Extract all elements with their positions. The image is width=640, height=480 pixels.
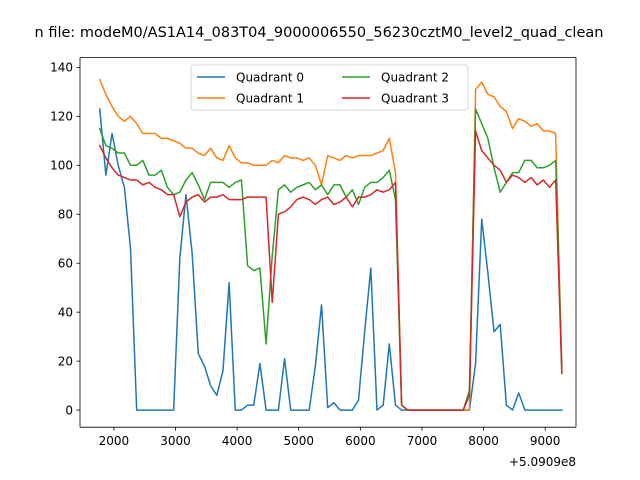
y-tick-label: 60 — [58, 256, 73, 270]
axes-frame — [80, 57, 576, 428]
x-tick-label: 8000 — [468, 434, 499, 448]
y-tick-label: 20 — [58, 354, 73, 368]
y-tick-label: 0 — [65, 403, 73, 417]
legend-label: Quadrant 2 — [381, 71, 449, 85]
x-tick-label: 6000 — [345, 434, 376, 448]
y-tick-label: 120 — [50, 110, 73, 124]
x-tick-label: 2000 — [99, 434, 130, 448]
plot-area: 2000 3000 4000 5000 6000 7000 8000 9000 0 20 40 60… — [50, 57, 577, 469]
series-layer — [98, 78, 563, 411]
axes-spines — [79, 57, 577, 428]
y-tick-label: 80 — [58, 207, 73, 221]
y-tick-label: 100 — [50, 158, 73, 172]
legend: Quadrant 0 Quadrant 1 Quadrant 2 Quadrant 3 — [190, 64, 469, 111]
x-tick-label: 4000 — [222, 434, 253, 448]
chart-title: n file: modeM0/AS1A14_083T04_9000006550_… — [35, 25, 604, 41]
legend-label: Quadrant 3 — [381, 92, 449, 106]
y-tick-label: 40 — [58, 305, 73, 319]
x-axis-ticks: 2000 3000 4000 5000 6000 7000 8000 9000 — [99, 427, 561, 448]
legend-frame — [190, 64, 469, 111]
series-line-quadrant-2 — [98, 108, 563, 411]
series-line-quadrant-1 — [98, 78, 563, 411]
legend-label: Quadrant 1 — [236, 92, 304, 106]
series-line-quadrant-3 — [98, 130, 563, 411]
x-axis-offset-label: +5.0909e8 — [509, 455, 576, 469]
x-tick-label: 3000 — [160, 434, 191, 448]
legend-label: Quadrant 0 — [236, 71, 304, 85]
x-tick-label: 7000 — [407, 434, 438, 448]
x-tick-label: 9000 — [530, 434, 561, 448]
y-tick-label: 140 — [50, 61, 73, 75]
y-axis-ticks: 0 20 40 60 80 100 120 140 — [50, 61, 80, 417]
legend-entries: Quadrant 0 Quadrant 1 Quadrant 2 Quadrant 3 — [197, 71, 449, 106]
x-tick-label: 5000 — [283, 434, 314, 448]
series-line-quadrant-0 — [98, 108, 563, 411]
